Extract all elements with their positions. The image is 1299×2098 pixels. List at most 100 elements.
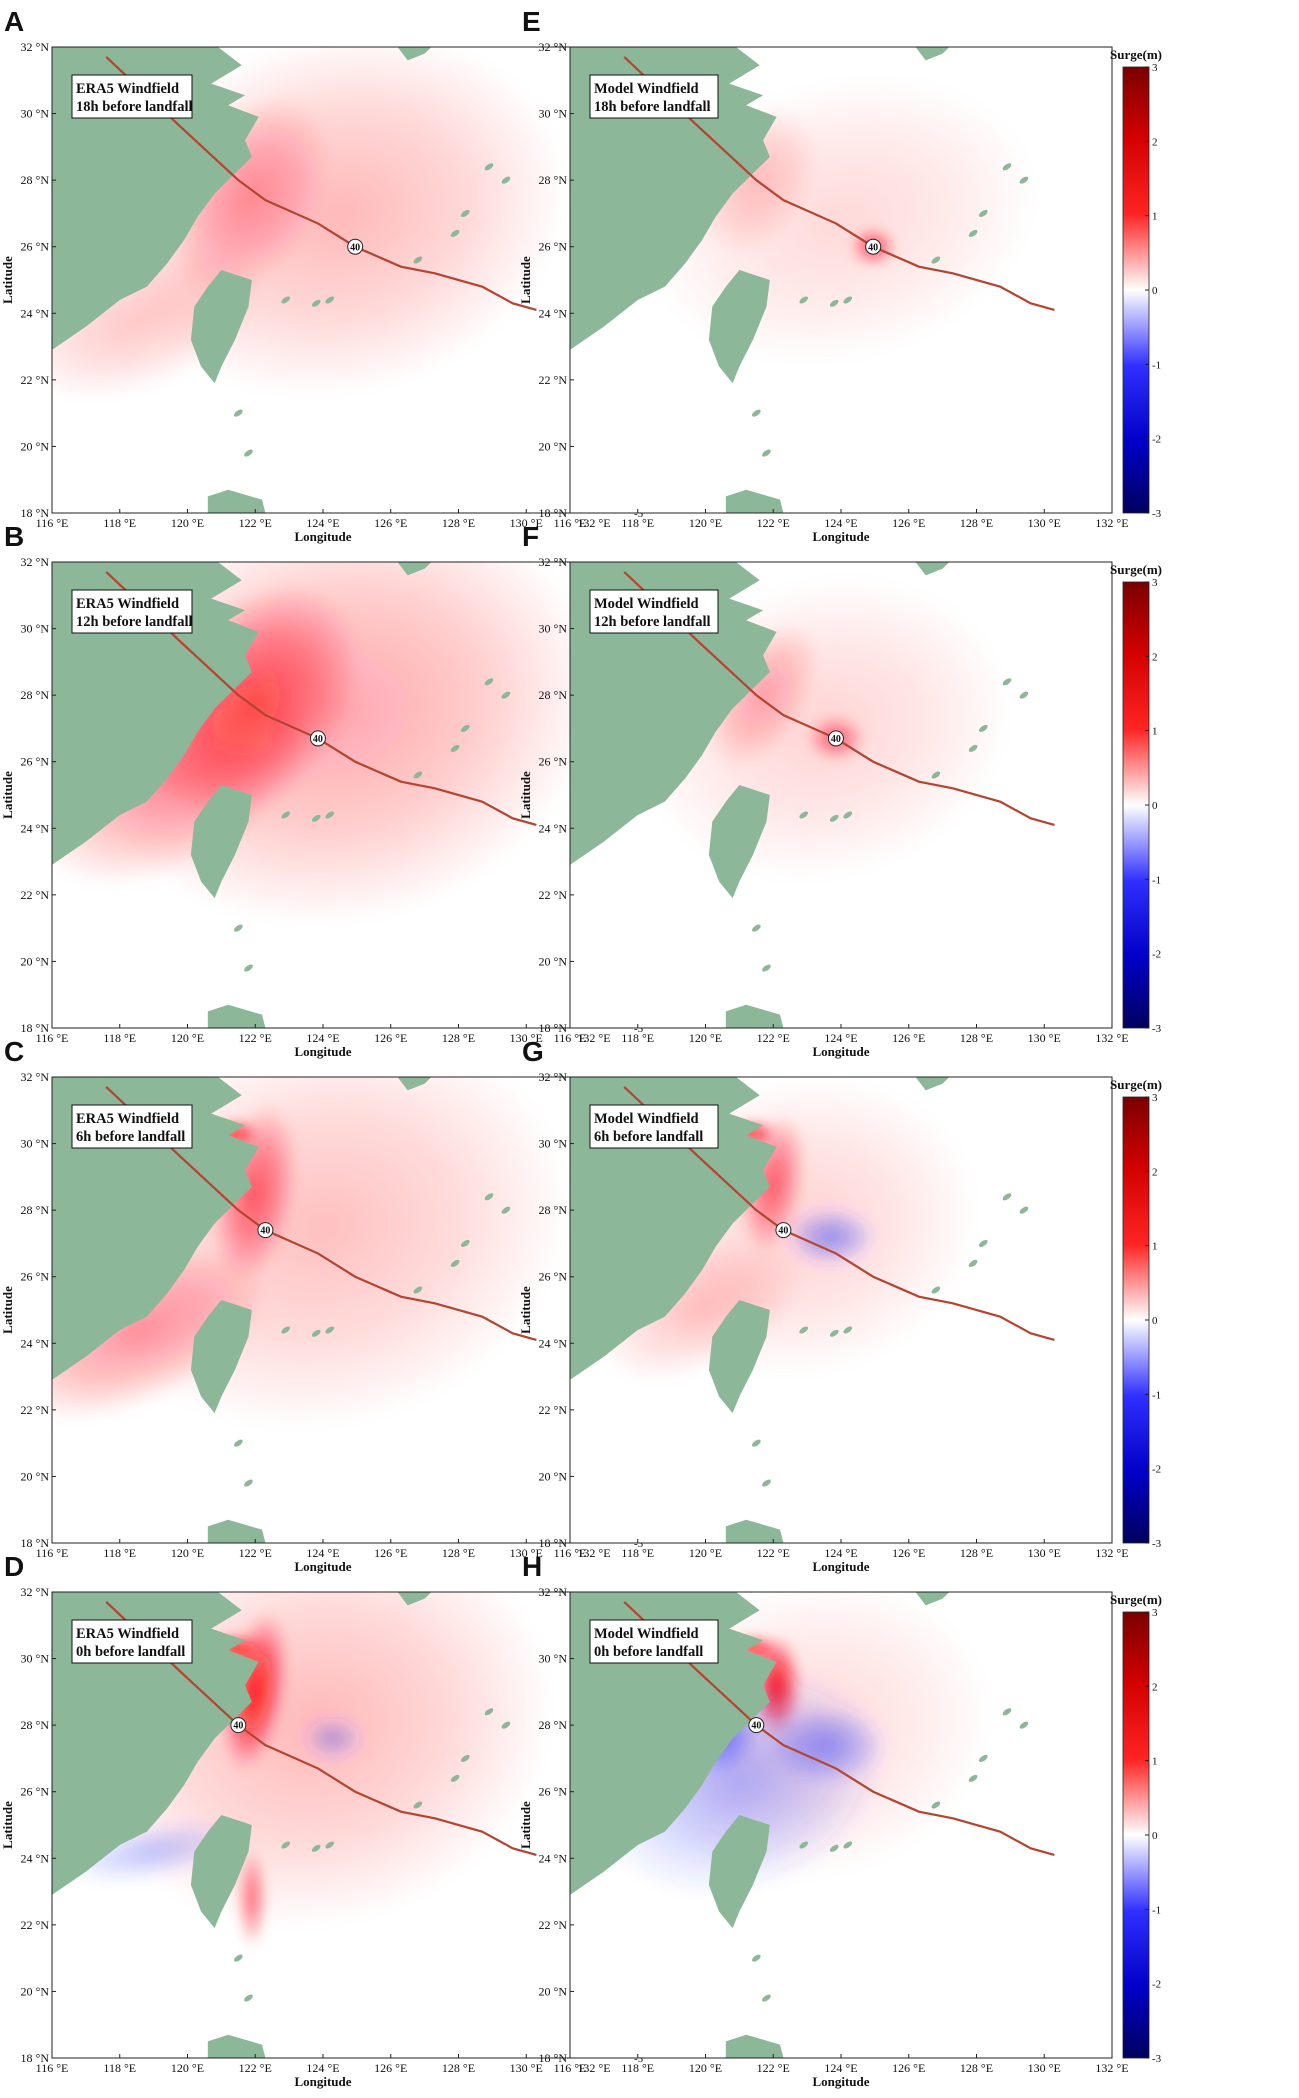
x-tick-label: 118 °E [103, 1546, 136, 1560]
x-tick-label: 124 °E [306, 516, 339, 530]
x-tick-label: 126 °E [892, 516, 925, 530]
track-marker-label: 40 [313, 734, 323, 745]
info-box-line1: ERA5 Windfield [76, 81, 179, 97]
x-tick-label: 118 °E [621, 516, 654, 530]
x-tick-label: 124 °E [824, 2061, 857, 2075]
land-island [501, 1721, 511, 1729]
x-tick-label: 128 °E [442, 516, 475, 530]
y-tick-label: 30 °N [21, 1137, 50, 1151]
x-tick-label: 118 °E [621, 1031, 654, 1045]
x-tick-label: 120 °E [171, 1546, 204, 1560]
x-tick-label: 120 °E [171, 2061, 204, 2075]
land-island [450, 1259, 460, 1267]
y-axis-label: Latitude [0, 1286, 15, 1334]
land-island [460, 1239, 470, 1247]
y-tick-label: 20 °N [21, 1984, 50, 1998]
land-island [311, 299, 321, 307]
land-island [233, 924, 243, 932]
surge-field [767, 1705, 888, 1786]
land-island [325, 811, 335, 819]
x-tick-label: 120 °E [689, 1031, 722, 1045]
land-island [762, 1994, 771, 2002]
map-area: 40 [52, 562, 594, 1028]
land-island [484, 1193, 494, 1201]
y-tick-label: 26 °N [21, 1785, 50, 1799]
land-taiwan [190, 1300, 252, 1414]
land-mainland [570, 1592, 777, 1895]
x-tick-label: 130 °E [1028, 516, 1061, 530]
land-luzon [207, 2034, 266, 2058]
colorbar-tick-label: -3 [1152, 1023, 1162, 1035]
track-marker-label: 40 [260, 1226, 270, 1237]
y-tick-label: 32 °N [539, 40, 568, 54]
info-box-line2: 6h before landfall [594, 1129, 703, 1145]
land-island [281, 1326, 291, 1334]
track-marker [865, 238, 882, 255]
x-tick-label: 130 °E [1028, 1031, 1061, 1045]
y-tick-label: 28 °N [539, 688, 568, 702]
land-jeju [915, 1077, 950, 1091]
land-island [968, 1259, 978, 1267]
y-tick-label: 18 °N [21, 1021, 50, 1035]
x-tick-label: 116 °E [554, 1031, 587, 1045]
y-tick-label: 32 °N [539, 555, 568, 569]
y-tick-label: 20 °N [21, 954, 50, 968]
x-tick-label: 126 °E [374, 516, 407, 530]
y-tick-label: 30 °N [539, 622, 568, 636]
y-axis-label: Latitude [0, 771, 15, 819]
colorbar [1122, 66, 1150, 514]
y-tick-label: 28 °N [539, 1203, 568, 1217]
y-tick-label: 18 °N [21, 1536, 50, 1550]
x-tick-label: 128 °E [960, 516, 993, 530]
y-tick-label: 28 °N [21, 688, 50, 702]
land-mainland [52, 562, 259, 865]
land-jeju [397, 47, 432, 61]
land-island [829, 299, 839, 307]
x-tick-label: 118 °E [103, 1031, 136, 1045]
land-luzon [725, 1519, 784, 1543]
land-island [325, 1326, 335, 1334]
land-island [799, 1326, 809, 1334]
land-island [799, 296, 809, 304]
colorbar-tick-label: -1 [1152, 359, 1161, 371]
y-axis-label: Latitude [518, 1286, 533, 1334]
panel-label: F [522, 521, 539, 552]
y-tick-label: 20 °N [21, 439, 50, 453]
colorbar-title: Surge(m) [1110, 47, 1162, 62]
y-tick-label: 22 °N [21, 1403, 50, 1417]
land-island [501, 691, 511, 699]
land-island [931, 256, 941, 264]
x-tick-label: 118 °E [103, 2061, 136, 2075]
x-tick-label: 128 °E [442, 1031, 475, 1045]
panel-d: D 40 ERA5 Windfield 0h before landfall 116 °… [0, 1551, 644, 2089]
land-island [450, 229, 460, 237]
land-island [281, 296, 291, 304]
colorbar-tick-label: 1 [1152, 1241, 1158, 1253]
y-tick-label: 30 °N [21, 107, 50, 121]
land-island [1002, 1708, 1012, 1716]
land-island [501, 176, 511, 184]
land-island [968, 744, 978, 752]
land-island [931, 1286, 941, 1294]
x-tick-label: 122 °E [757, 516, 790, 530]
x-tick-label: 120 °E [689, 2061, 722, 2075]
land-island [484, 678, 494, 686]
land-island [843, 1841, 853, 1849]
info-box-line2: 6h before landfall [76, 1129, 185, 1145]
land-mainland [570, 1077, 777, 1380]
x-tick-label: 130 °E [510, 2061, 543, 2075]
info-box-line1: ERA5 Windfield [76, 1626, 179, 1642]
x-tick-label: 118 °E [621, 1546, 654, 1560]
y-tick-label: 22 °N [539, 1403, 568, 1417]
panel-label: D [4, 1551, 24, 1582]
y-tick-label: 18 °N [539, 506, 568, 520]
land-island [751, 409, 761, 417]
land-island [450, 744, 460, 752]
y-tick-label: 20 °N [21, 1469, 50, 1483]
land-island [233, 409, 243, 417]
info-box-line1: Model Windfield [594, 81, 699, 97]
typhoon-track [105, 571, 537, 827]
map-area: 40 [570, 1077, 1112, 1543]
colorbar-tick-label: -3 [634, 508, 644, 520]
land-island [751, 924, 761, 932]
